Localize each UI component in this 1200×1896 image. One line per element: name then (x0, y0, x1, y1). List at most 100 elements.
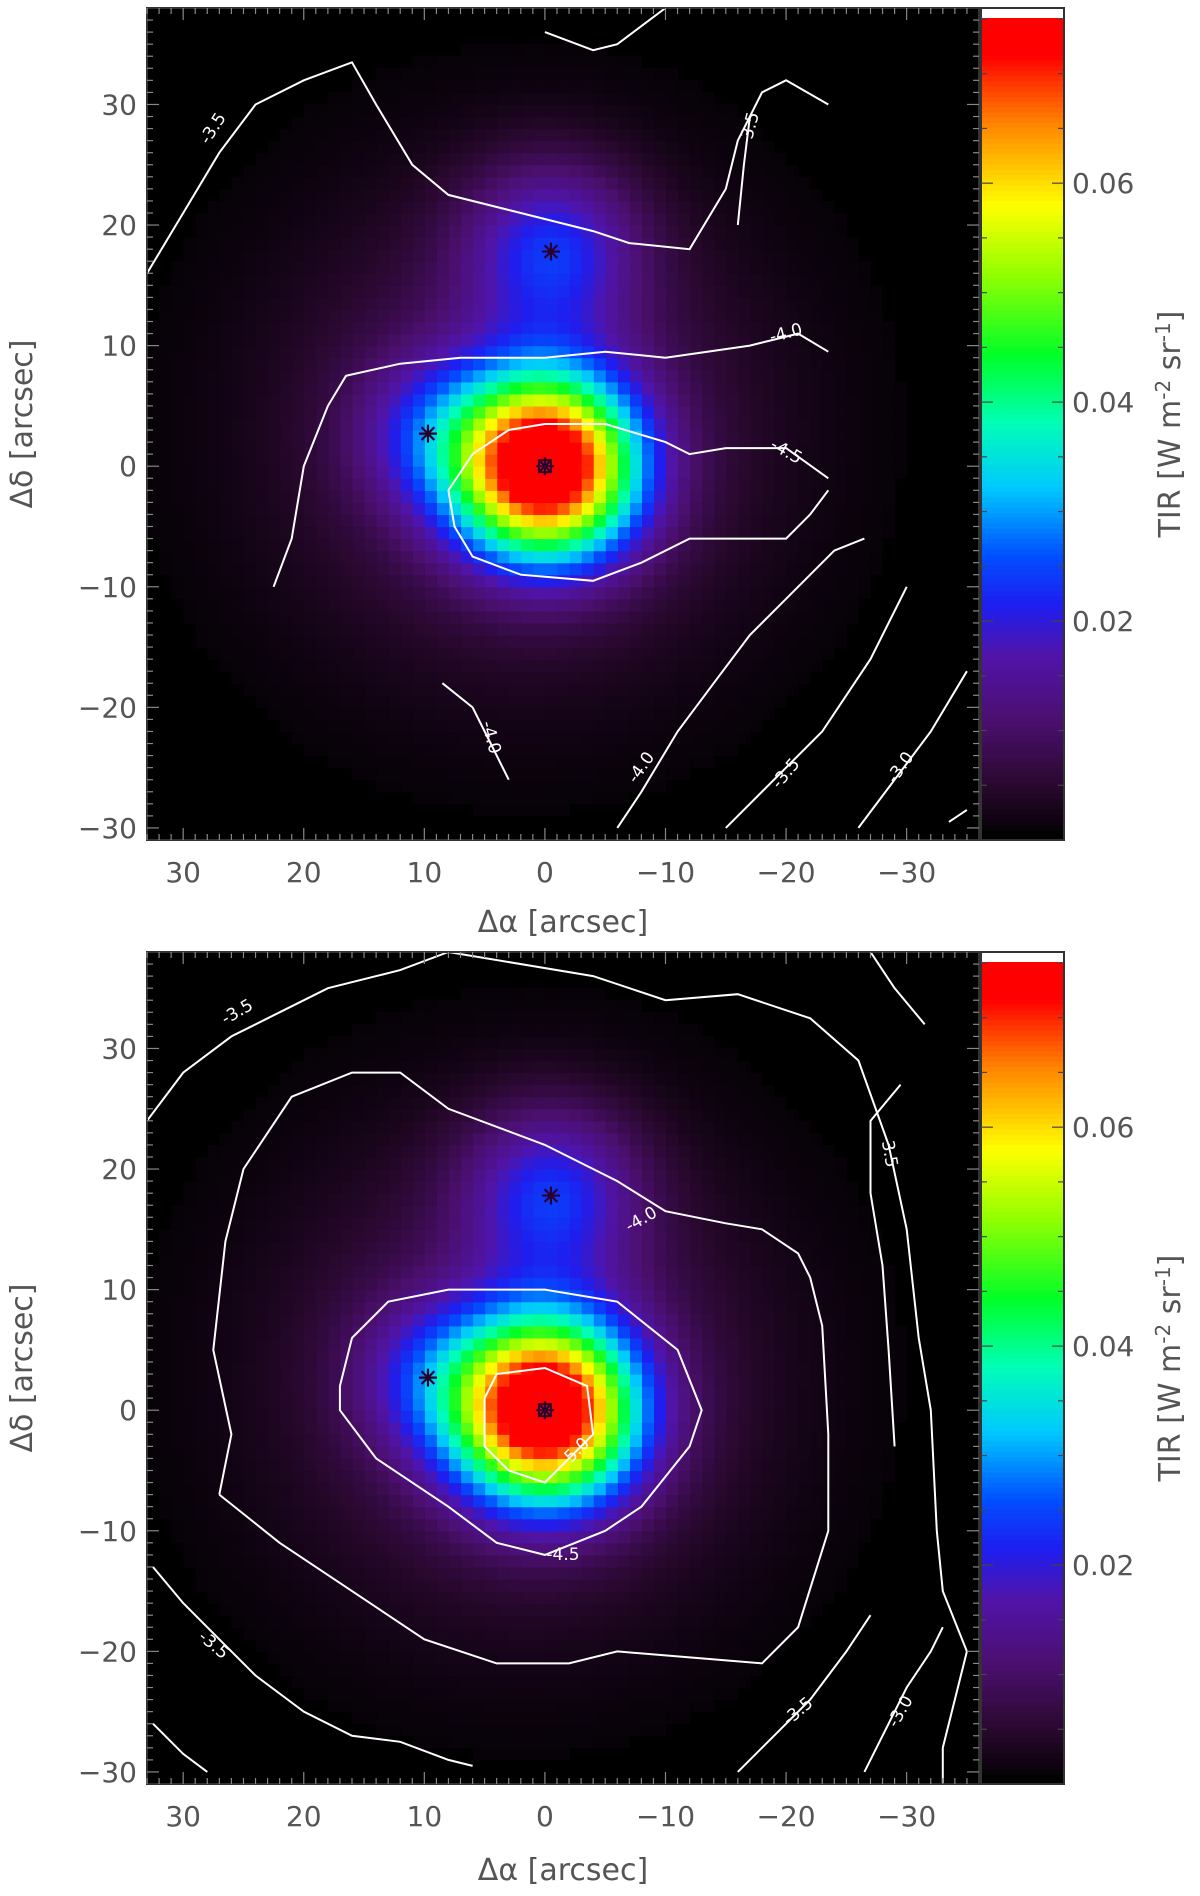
heatmap-cell (798, 333, 811, 347)
heatmap-cell (255, 357, 269, 371)
heatmap-cell (689, 526, 703, 540)
heatmap-cell (195, 285, 208, 298)
heatmap-cell (532, 116, 546, 130)
heatmap-cell (424, 80, 437, 94)
heatmap-cell (605, 1627, 618, 1640)
heatmap-cell (605, 1072, 618, 1086)
heatmap-cell (351, 767, 365, 781)
heatmap-cell (496, 767, 510, 781)
heatmap-cell (665, 393, 679, 407)
heatmap-cell (544, 610, 558, 624)
heatmap-cell (701, 1253, 715, 1267)
heatmap-cell (882, 1325, 896, 1339)
heatmap-cell (749, 707, 763, 721)
heatmap-cell (786, 610, 799, 624)
heatmap-cell (496, 430, 510, 443)
heatmap-cell (810, 1446, 823, 1460)
heatmap-cell (665, 309, 679, 323)
heatmap-cell (737, 1193, 751, 1206)
heatmap-cell (761, 1361, 775, 1375)
heatmap-cell (725, 188, 739, 202)
heatmap-cell (231, 526, 245, 540)
heatmap-cell (774, 1374, 787, 1387)
heatmap-cell (641, 1482, 655, 1496)
heatmap-cell (267, 610, 281, 624)
heatmap-cell (279, 647, 293, 660)
heatmap-cell (617, 285, 630, 298)
heatmap-cell (665, 357, 679, 371)
heatmap-cell (593, 1036, 606, 1050)
heatmap-cell (677, 731, 691, 745)
heatmap-cell (629, 405, 642, 419)
heatmap-cell (581, 1470, 594, 1484)
y-tick-label: −20 (78, 691, 137, 724)
heatmap-cell (171, 357, 184, 371)
heatmap-cell (532, 104, 546, 118)
heatmap-cell (774, 152, 787, 166)
heatmap-cell (761, 237, 775, 250)
heatmap-cell (255, 381, 269, 395)
heatmap-cell (484, 152, 498, 166)
heatmap-cell (605, 273, 618, 286)
heatmap-cell (496, 116, 510, 130)
heatmap-cell (701, 502, 715, 516)
heatmap-cell (653, 1663, 667, 1677)
heatmap-cell (641, 538, 655, 552)
heatmap-cell (436, 249, 450, 262)
heatmap-cell (605, 164, 618, 178)
heatmap-cell (581, 454, 594, 467)
heatmap-cell (351, 671, 365, 684)
heatmap-cell (424, 104, 437, 118)
heatmap-cell (267, 285, 281, 298)
heatmap-cell (810, 237, 823, 250)
heatmap-cell (689, 297, 703, 311)
heatmap-cell (255, 237, 269, 250)
heatmap-cell (605, 731, 618, 745)
heatmap-cell (761, 490, 775, 503)
heatmap-cell (339, 502, 353, 516)
heatmap-cell (183, 442, 196, 455)
heatmap-cell (279, 490, 293, 503)
heatmap-cell (629, 1241, 642, 1255)
heatmap-cell (822, 1289, 835, 1303)
heatmap-cell (484, 779, 498, 793)
heatmap-cell (894, 1398, 908, 1411)
colorbar-segment (981, 106, 1064, 113)
colorbar-segment (981, 132, 1064, 139)
heatmap-cell (641, 1277, 655, 1291)
heatmap-cell (376, 514, 389, 528)
heatmap-cell (774, 381, 787, 395)
heatmap-cell (689, 683, 703, 696)
heatmap-cell (581, 1627, 594, 1640)
heatmap-cell (388, 598, 401, 612)
heatmap-cell (786, 1506, 799, 1520)
heatmap-cell (665, 1277, 679, 1291)
heatmap-cell (508, 550, 522, 564)
heatmap-cell (761, 357, 775, 371)
heatmap-cell (376, 285, 389, 298)
heatmap-cell (556, 405, 570, 419)
heatmap-cell (689, 1542, 703, 1556)
heatmap-cell (400, 393, 413, 407)
heatmap-cell (713, 478, 727, 491)
heatmap-cell (436, 731, 450, 745)
heatmap-cell (701, 478, 715, 491)
heatmap-cell (315, 514, 329, 528)
heatmap-cell (581, 988, 594, 1001)
heatmap-cell (617, 1024, 630, 1038)
heatmap-cell (641, 405, 655, 419)
heatmap-cell (327, 188, 341, 202)
heatmap-cell (436, 405, 450, 419)
heatmap-cell (448, 707, 462, 721)
heatmap-cell (412, 212, 425, 226)
heatmap-cell (460, 767, 474, 781)
heatmap-cell (195, 249, 208, 262)
heatmap-cell (713, 1132, 727, 1146)
heatmap-cell (882, 1434, 896, 1447)
heatmap-cell (653, 598, 667, 612)
heatmap-cell (761, 1096, 775, 1110)
heatmap-cell (882, 369, 896, 383)
heatmap-cell (605, 1313, 618, 1327)
colorbar-segment (981, 491, 1064, 498)
heatmap-cell (556, 719, 570, 733)
